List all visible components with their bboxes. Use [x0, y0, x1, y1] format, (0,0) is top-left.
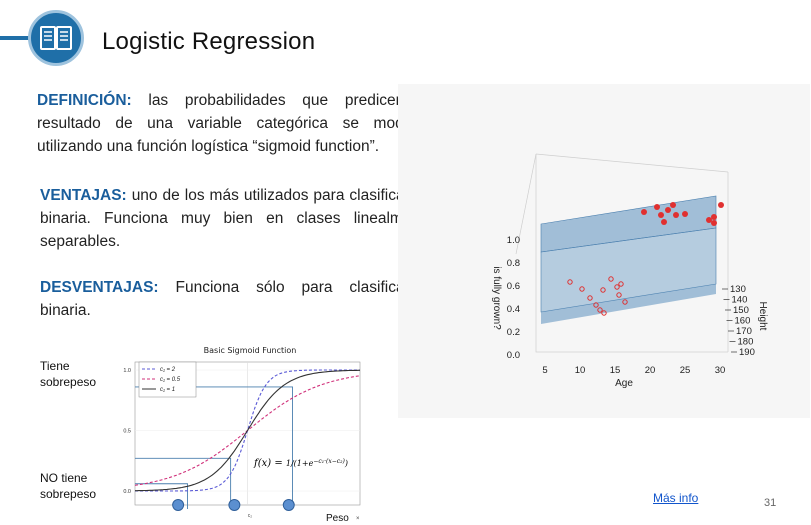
- sigmoid-x-tick: c₂: [248, 513, 253, 519]
- advantages-label: VENTAJAS:: [40, 187, 127, 204]
- scatter-point-positive: [718, 202, 724, 208]
- definition-paragraph: DEFINICIÓN: las probabilidades que predi…: [37, 89, 433, 158]
- 3d-y-ticks: 0.0 0.2 0.4 0.6 0.8 1.0: [507, 235, 520, 361]
- sigmoid-series-line: [135, 369, 360, 492]
- page-number: 31: [764, 497, 777, 509]
- x-tick-label: 15: [610, 365, 621, 376]
- disadvantages-text: Funciona sólo para clasificación binaria…: [40, 279, 433, 319]
- 3d-y-label: is fully grown?: [491, 266, 502, 330]
- x-marker-dot: [172, 499, 185, 511]
- scatter-point-negative: [587, 295, 593, 301]
- sigmoid-chart-title: Basic Sigmoid Function: [204, 346, 297, 355]
- scatter-point-positive: [670, 202, 676, 208]
- scatter-point-positive: [711, 214, 717, 220]
- scatter-point-negative: [616, 292, 622, 298]
- label-not-overweight: NO tiene sobrepeso: [40, 471, 97, 501]
- scatter-point-negative: [593, 302, 599, 308]
- scatter-point-positive: [706, 217, 712, 223]
- 3d-x-ticks: 5 10 15 20 25 30: [542, 365, 725, 376]
- y-tick-label: 1.0: [507, 235, 520, 246]
- scatter-point-positive: [665, 207, 671, 213]
- z-tick-label: 150: [733, 305, 749, 316]
- definition-label: DEFINICIÓN:: [37, 92, 132, 109]
- scatter-point-negative: [622, 299, 628, 305]
- more-info-link[interactable]: Más info: [653, 491, 699, 505]
- scatter-point-negative: [618, 281, 624, 287]
- y-tick-label: 0.0: [507, 350, 520, 361]
- z-tick-label: 130: [730, 284, 746, 295]
- sigmoid-legend: c₁ = 2 c₁ = 0.5 c₁ = 1: [138, 361, 197, 398]
- header-accent-line: [0, 36, 40, 40]
- z-tick-label: 140: [732, 295, 748, 306]
- legend-label: c₁ = 0.5: [160, 377, 181, 383]
- y-tick-label: 0.0: [123, 489, 131, 495]
- z-tick-label: 170: [736, 326, 752, 337]
- scatter-point-positive: [654, 204, 660, 210]
- sigmoid-y-ticks: 0.0 0.5 1.0: [123, 368, 131, 495]
- label-overweight: Tiene sobrepeso: [40, 359, 97, 389]
- scatter-point-negative: [567, 279, 573, 285]
- book-icon: [28, 10, 84, 66]
- scatter-point-positive: [682, 211, 688, 217]
- probability-plane-bottom: [541, 284, 716, 324]
- sigmoid-series-line: [135, 369, 360, 492]
- threshold-guide: [135, 483, 188, 509]
- advantages-paragraph: VENTAJAS: uno de los más utilizados para…: [40, 184, 433, 253]
- y-tick-label: 0.8: [507, 258, 520, 269]
- sigmoid-chart: Basic Sigmoid Function 0.00.51.0 c₁ = 2c…: [123, 346, 361, 524]
- scatter-point-positive: [673, 212, 679, 218]
- slide-title: Logistic Regression: [102, 28, 316, 55]
- scatter-points: [567, 202, 724, 316]
- scatter-point-negative: [579, 286, 585, 292]
- scatter-point-negative: [597, 307, 603, 313]
- legend-label: c₁ = 2: [160, 367, 176, 373]
- y-tick-label: 1.0: [123, 368, 131, 374]
- threshold-guide: [135, 457, 232, 509]
- 3d-z-label: Height: [757, 302, 768, 331]
- x-axis-arrow: ×: [356, 516, 360, 522]
- sigmoid-formula: f(x) = 1/(1+e−c₁·(x−c₂)): [253, 458, 348, 469]
- definition-text: las probabilidades que predicen el resul…: [37, 92, 433, 155]
- scatter-point-negative: [600, 287, 606, 293]
- z-tick-label: 160: [735, 316, 751, 327]
- scatter-point-positive: [641, 209, 647, 215]
- scatter-point-negative: [601, 310, 607, 316]
- legend-label: c₁ = 1: [160, 387, 175, 393]
- x-marker-dot: [228, 499, 241, 511]
- x-tick-label: 25: [680, 365, 691, 376]
- 3d-gridlines: [515, 153, 729, 353]
- disadvantages-paragraph: DESVENTAJAS: Funciona sólo para clasific…: [40, 276, 433, 322]
- 3d-x-label: Age: [615, 378, 633, 389]
- x-tick-label: 30: [715, 365, 726, 376]
- advantages-text: uno de los más utilizados para clasifica…: [40, 187, 433, 250]
- scatter-point-negative: [614, 284, 620, 290]
- y-tick-label: 0.6: [507, 281, 520, 292]
- x-tick-label: 5: [542, 365, 547, 376]
- sigmoid-lines: [134, 369, 361, 492]
- x-marker-dot: [282, 499, 295, 511]
- x-tick-label: 10: [575, 365, 586, 376]
- y-tick-label: 0.5: [123, 429, 131, 435]
- scatter-point-negative: [608, 276, 614, 282]
- scatter-point-positive: [711, 220, 717, 226]
- z-tick-label: 190: [739, 347, 755, 358]
- logistic-3d-figure: 0.0 0.2 0.4 0.6 0.8 1.0 5 10 15 20 25 30 130140150…: [398, 84, 810, 418]
- z-tick-label: 180: [738, 337, 754, 348]
- y-tick-label: 0.2: [507, 327, 520, 338]
- scatter-point-positive: [658, 212, 664, 218]
- y-tick-label: 0.4: [507, 304, 520, 315]
- sigmoid-markers: [172, 499, 295, 511]
- x-tick-label: 20: [645, 365, 656, 376]
- disadvantages-label: DESVENTAJAS:: [40, 279, 159, 296]
- scatter-point-positive: [661, 219, 667, 225]
- sigmoid-x-label: Peso: [326, 513, 349, 524]
